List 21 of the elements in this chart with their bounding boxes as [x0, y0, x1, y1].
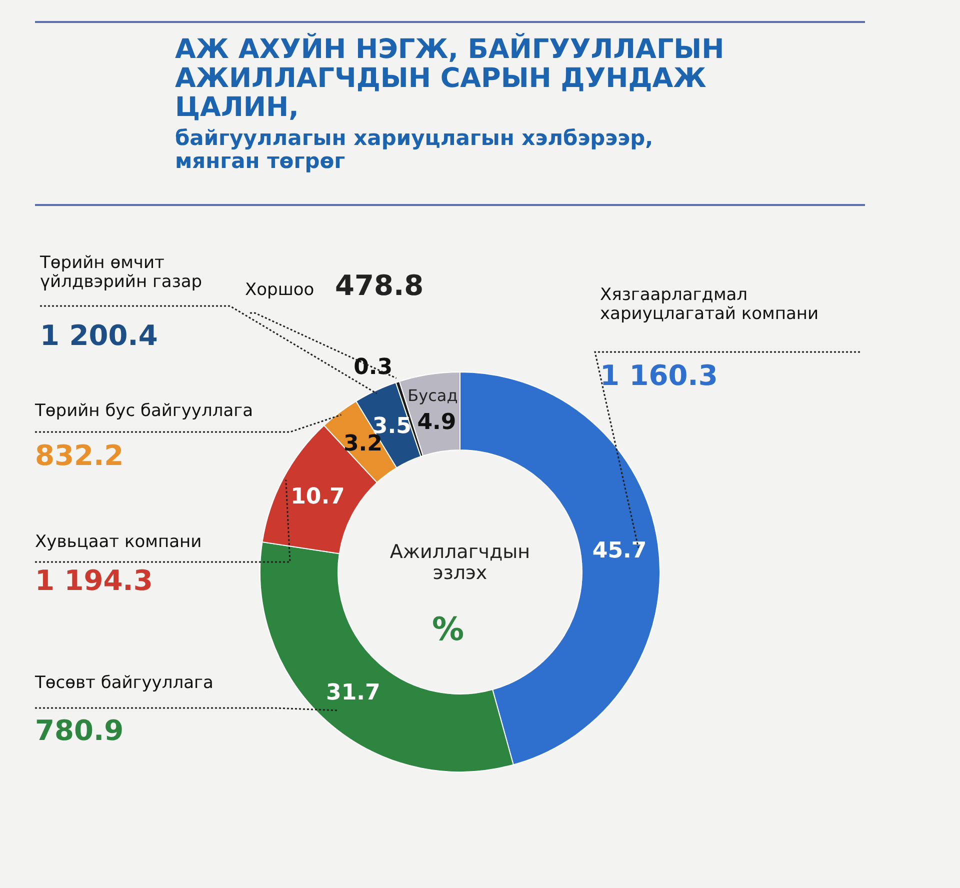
slice-label: Төрийн өмчит үйлдвэрийн газар: [39, 253, 202, 292]
data-label: 10.7: [290, 484, 345, 510]
slice-label: Хувьцаат компани: [35, 532, 202, 552]
slice-label: Бусад: [408, 386, 458, 406]
data-label: 4.9: [417, 410, 456, 435]
data-label: 31.7: [326, 680, 380, 706]
chart-subtitle: байгууллагын хариуцлагын хэлбэрээр, мянган төгрөг: [175, 126, 654, 173]
chart-title: АЖ АХУЙН НЭГЖ, БАЙГУУЛЛАГЫН АЖИЛЛАГЧДЫН САРЫН ДУНДАЖ ЦАЛИН,: [175, 32, 724, 123]
text: 832.2: [35, 439, 124, 472]
slice-label: Хоршоо: [245, 280, 314, 300]
text: 1 160.3: [600, 359, 718, 392]
text: 1 200.4: [40, 319, 158, 352]
slice-label: Төсөвт байгууллага: [34, 673, 214, 693]
text: %: [432, 610, 464, 648]
text: Ажиллагчдын эзлэх: [390, 541, 530, 584]
text: 1 194.3: [35, 564, 153, 597]
text: 478.8: [335, 269, 424, 302]
text: 780.9: [35, 714, 124, 747]
slice-label: Хязгаарлагдмал хариуцлагатай компани: [600, 285, 819, 324]
slice-label: Төрийн бус байгууллага: [34, 401, 253, 421]
data-label: 45.7: [592, 538, 647, 564]
